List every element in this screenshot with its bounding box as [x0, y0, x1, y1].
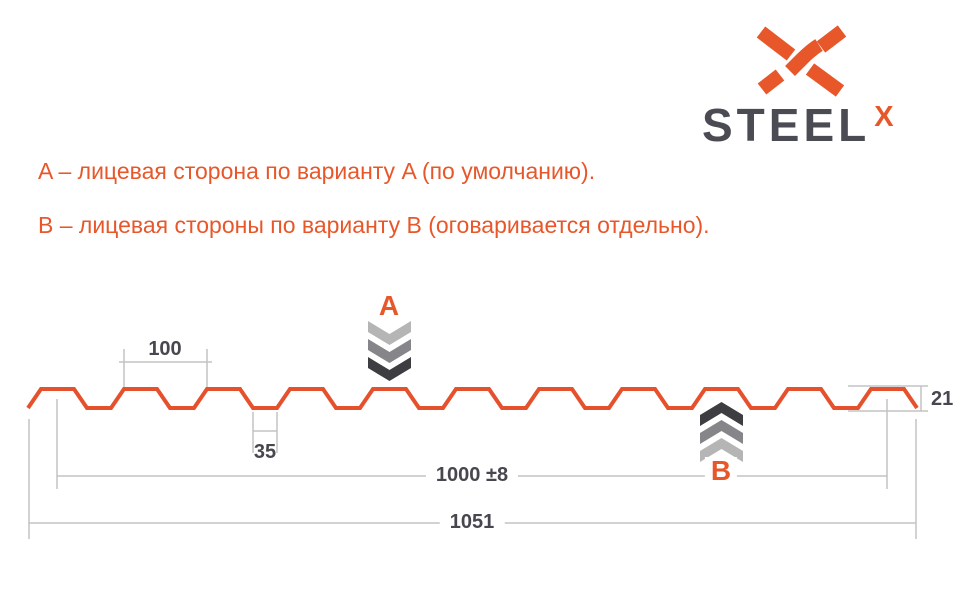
- side-b-label: B: [704, 457, 738, 485]
- dim-rib-pitch: [119, 349, 212, 387]
- logo-x-icon: [756, 25, 847, 97]
- side-a-chevrons-icon: [368, 321, 411, 381]
- dim-label-working-width: 1000 ±8: [425, 464, 519, 487]
- logo-arm-bottom-left: [757, 69, 785, 95]
- logo-arm-top-left: [756, 26, 796, 61]
- logo-link-middle: [785, 39, 823, 76]
- side-a-label: A: [378, 290, 400, 321]
- legend-variant-b: B – лицевая стороны по варианту B (огова…: [38, 212, 710, 238]
- logo-arm-bottom-right: [805, 63, 845, 97]
- dim-height: [848, 385, 928, 412]
- logo-wordmark: STEEL X: [702, 102, 894, 148]
- dim-label-rib-bottom: 35: [253, 441, 277, 463]
- logo-arm-top-right: [816, 25, 847, 53]
- logo-text-steel: STEEL: [702, 99, 871, 151]
- dim-label-height: 21: [931, 388, 954, 410]
- side-b-chevrons-icon: [700, 402, 743, 462]
- dim-rib-bottom: [252, 412, 278, 453]
- profile-outline: [26, 387, 919, 410]
- logo-text-x: X: [874, 101, 894, 133]
- legend-variant-a: A – лицевая сторона по варианту A (по ум…: [38, 158, 596, 184]
- dim-label-rib-pitch: 100: [148, 338, 182, 360]
- dim-label-overall-width: 1051: [439, 511, 505, 534]
- steelx-logo: STEEL X: [692, 18, 922, 153]
